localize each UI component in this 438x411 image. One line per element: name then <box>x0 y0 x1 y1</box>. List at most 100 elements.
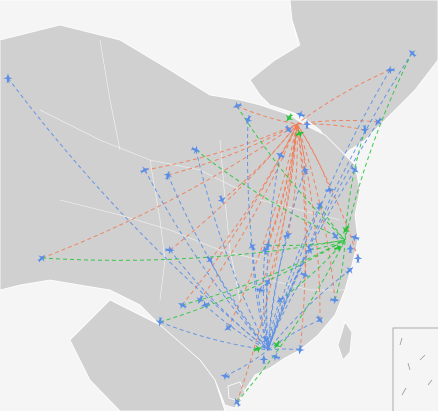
plane-icon <box>345 266 354 275</box>
plane-icon <box>325 185 335 195</box>
route-line <box>296 119 379 125</box>
route-line <box>267 123 298 283</box>
route-line <box>246 119 269 351</box>
plane-icon <box>408 49 417 58</box>
plane-icon <box>342 225 350 234</box>
route-line <box>267 69 391 351</box>
plane-icon <box>232 101 242 110</box>
plane-icon <box>375 117 383 126</box>
plane-icon <box>253 344 263 354</box>
plane-icon <box>295 345 305 355</box>
plane-icon <box>350 165 359 174</box>
plane-icon <box>276 151 285 160</box>
route-line <box>266 154 281 351</box>
plane-icon <box>283 231 293 240</box>
plane-icon <box>165 245 175 255</box>
route-line <box>7 77 269 351</box>
route-line <box>169 249 269 351</box>
plane-icon <box>300 165 310 175</box>
plane-icon <box>261 335 270 344</box>
route-line <box>267 234 289 351</box>
route-line <box>181 239 346 306</box>
plane-icon <box>259 354 269 364</box>
plane-icon <box>295 110 306 120</box>
plane-icon <box>284 124 293 134</box>
plane-icon <box>330 295 340 305</box>
plane-icon <box>220 371 230 381</box>
route-line <box>236 105 346 241</box>
plane-icon <box>273 340 282 349</box>
route-line <box>334 239 346 301</box>
route-line <box>204 304 269 351</box>
route-line <box>167 123 298 176</box>
route-line <box>181 123 298 306</box>
plane-icon <box>271 352 281 362</box>
plane-icon <box>360 125 370 135</box>
plane-icon <box>37 254 46 263</box>
route-line <box>195 149 269 351</box>
plane-icon <box>163 170 173 180</box>
plane-icon <box>260 245 270 255</box>
flight-routes <box>7 52 413 403</box>
plane-icon <box>196 295 205 305</box>
plane-icon <box>191 145 201 154</box>
route-line <box>41 123 298 259</box>
plane-icon <box>385 65 395 75</box>
route-line <box>267 239 346 246</box>
plane-icon <box>295 129 305 139</box>
route-line <box>167 174 269 351</box>
route-line <box>199 123 298 301</box>
plane-icon <box>224 323 233 332</box>
route-line <box>296 123 331 191</box>
plane-icon <box>276 295 285 304</box>
route-line <box>319 204 346 241</box>
plane-icon <box>248 242 257 251</box>
route-line <box>267 319 321 351</box>
plane-icon <box>315 315 323 324</box>
plane-icon <box>285 113 294 122</box>
route-line <box>236 239 346 403</box>
plane-icon <box>244 115 253 125</box>
china-mainland <box>0 24 361 409</box>
route-line <box>195 149 346 241</box>
plane-icon <box>178 301 187 310</box>
plane-icon <box>155 317 165 327</box>
route-line <box>264 123 298 251</box>
southeast-asia <box>69 299 226 411</box>
plane-icon <box>302 119 312 129</box>
taiwan-island <box>337 321 353 361</box>
route-line <box>267 52 413 351</box>
route-line <box>159 239 346 323</box>
route-line <box>309 239 346 251</box>
plane-icon <box>353 253 363 263</box>
route-line <box>267 121 379 351</box>
route-line <box>287 123 298 236</box>
plane-icon <box>300 270 310 279</box>
route-line <box>144 169 269 351</box>
route-line <box>344 52 413 241</box>
south-china-sea-inset <box>392 327 438 411</box>
route-line <box>267 204 321 351</box>
route-line <box>267 269 351 351</box>
plane-icon <box>205 255 213 264</box>
route-line <box>236 123 298 403</box>
plane-icon <box>200 300 210 310</box>
plane-icon <box>140 166 150 175</box>
plane-icon <box>331 231 339 241</box>
plane-markers <box>3 49 417 407</box>
plane-icon <box>233 398 242 407</box>
plane-icon <box>333 243 343 253</box>
plane-icon <box>263 240 273 250</box>
plane-icon <box>255 285 265 295</box>
plane-icon <box>3 73 13 83</box>
route-line <box>267 274 306 351</box>
route-line <box>236 105 298 125</box>
plane-icon <box>217 195 226 205</box>
route-line <box>262 249 269 351</box>
route-line <box>144 123 298 171</box>
route-line <box>267 348 301 351</box>
route-line <box>296 123 336 301</box>
plane-icon <box>350 233 360 243</box>
